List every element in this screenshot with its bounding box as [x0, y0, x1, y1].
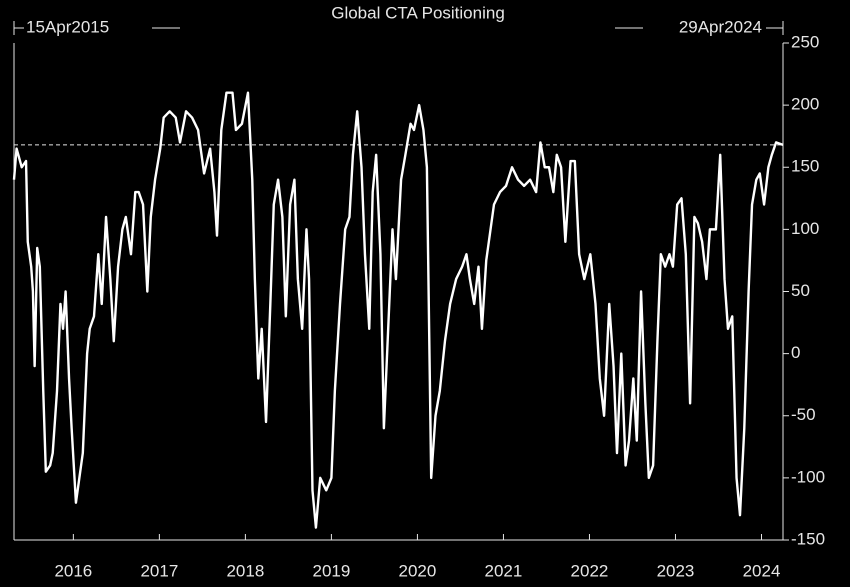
y-tick-label: 150	[791, 157, 819, 176]
y-tick-label: 200	[791, 95, 819, 114]
end-date-label: 29Apr2024	[679, 17, 762, 36]
x-tick-label: 2016	[54, 561, 92, 580]
y-tick-label: -150	[791, 529, 825, 548]
start-date-label: 15Apr2015	[26, 17, 109, 36]
x-tick-label: 2024	[743, 561, 781, 580]
x-tick-label: 2017	[140, 561, 178, 580]
y-tick-label: 100	[791, 219, 819, 238]
x-tick-label: 2022	[571, 561, 609, 580]
x-tick-label: 2018	[226, 561, 264, 580]
data-line	[12, 91, 784, 529]
y-tick-label: 0	[791, 343, 800, 362]
x-tick-label: 2019	[312, 561, 350, 580]
y-tick-label: -50	[791, 405, 816, 424]
x-tick-label: 2021	[485, 561, 523, 580]
y-tick-label: -100	[791, 467, 825, 486]
y-tick-label: 50	[791, 281, 810, 300]
chart-title: Global CTA Positioning	[331, 3, 505, 22]
y-tick-label: 250	[791, 32, 819, 51]
x-tick-label: 2020	[399, 561, 437, 580]
x-tick-label: 2023	[657, 561, 695, 580]
